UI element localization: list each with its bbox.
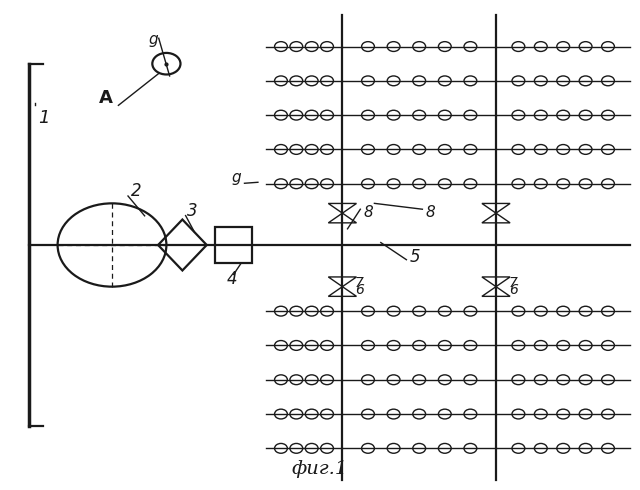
Text: 6: 6 — [509, 283, 518, 297]
Text: фиг.1: фиг.1 — [292, 460, 348, 478]
Bar — [215, 226, 252, 264]
Text: 5: 5 — [410, 248, 420, 266]
Text: 3: 3 — [187, 202, 198, 220]
Text: 6: 6 — [355, 283, 364, 297]
Text: 8: 8 — [364, 205, 373, 220]
Text: A: A — [99, 89, 113, 107]
Text: 1: 1 — [38, 109, 50, 126]
Text: 8: 8 — [426, 205, 435, 220]
Text: g: g — [232, 171, 242, 185]
Text: 7: 7 — [509, 276, 518, 290]
Text: 4: 4 — [227, 270, 238, 288]
Text: 2: 2 — [131, 182, 142, 200]
Text: g: g — [148, 32, 159, 47]
Text: 7: 7 — [355, 276, 364, 290]
